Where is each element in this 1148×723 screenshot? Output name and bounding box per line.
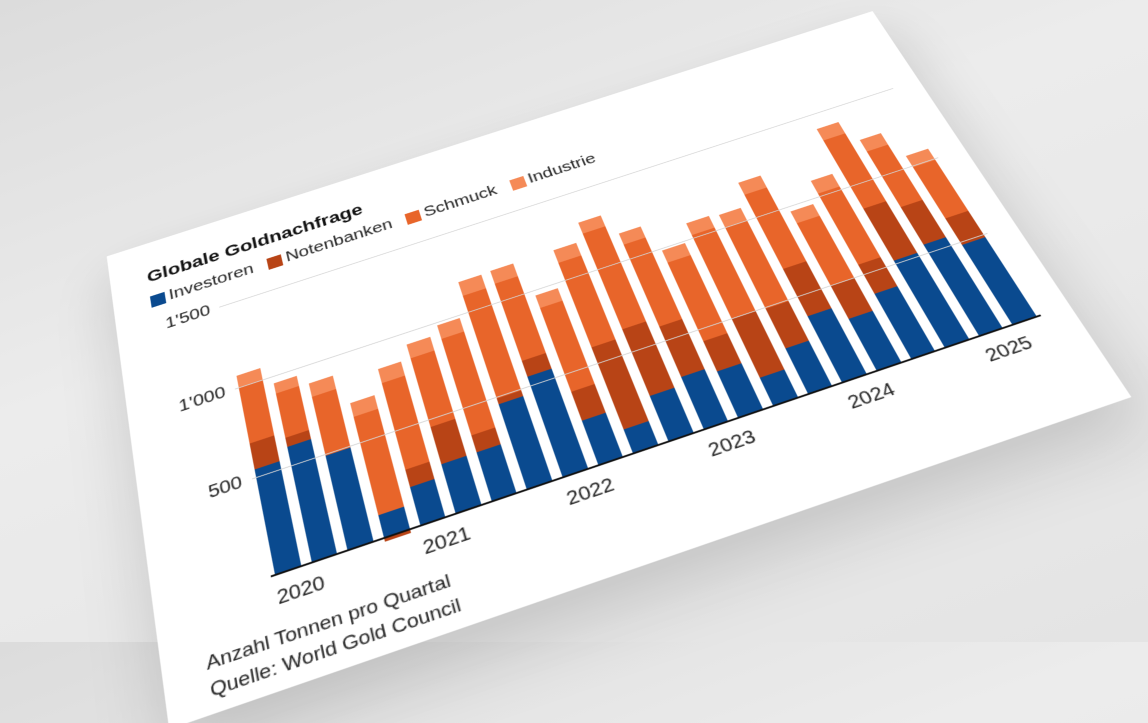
legend-item-industrie: Industrie [508, 151, 599, 193]
y-tick-label: 1'500 [164, 301, 212, 332]
plot-area: 500 1'000 1'500 [164, 88, 1042, 578]
bar-segment-investoren [759, 369, 799, 407]
x-tick-label: 2021 [420, 522, 474, 560]
legend-swatch-icon [404, 209, 423, 225]
x-tick-label: 2020 [275, 572, 327, 610]
y-tick-label: 500 [206, 472, 244, 503]
legend-swatch-icon [149, 291, 167, 308]
x-tick-label: 2022 [564, 474, 618, 510]
x-tick-label: 2023 [705, 426, 760, 462]
chart-card: Globale Goldnachfrage Investoren Notenban… [106, 11, 1132, 723]
legend-swatch-icon [266, 253, 284, 270]
legend-swatch-icon [508, 175, 527, 191]
legend-label: Industrie [525, 150, 599, 187]
stage: Globale Goldnachfrage Investoren Notenban… [145, 88, 1042, 703]
legend-label: Schmuck [421, 182, 500, 221]
bar-segment-schmuck [275, 385, 310, 438]
x-tick-label: 2025 [981, 333, 1037, 367]
x-tick-label: 2024 [844, 379, 899, 414]
bar-segment-schmuck [238, 379, 274, 444]
bar-group [219, 88, 1041, 577]
bar-segment-schmuck [312, 388, 351, 456]
y-tick-label: 1'000 [177, 382, 227, 416]
